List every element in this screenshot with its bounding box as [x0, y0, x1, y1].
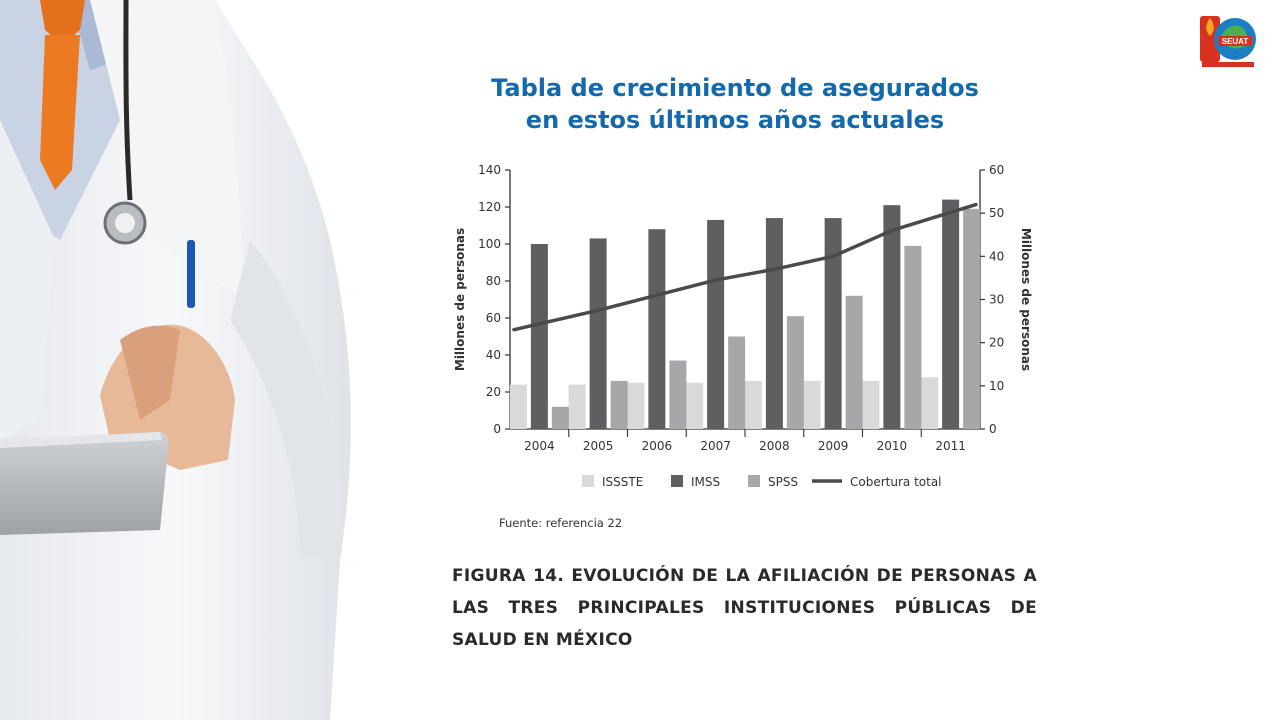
slide-title-line-1: Tabla de crecimiento de asegurados: [491, 74, 979, 102]
bar-spss-2008: [786, 316, 804, 429]
seuat-logo-icon: SEUAT: [1200, 16, 1256, 67]
legend-label: ISSSTE: [602, 475, 643, 489]
y-tick-label-left: 80: [486, 274, 501, 288]
y-tick-label-right: 40: [989, 249, 1004, 263]
y-tick-label-left: 20: [486, 385, 501, 399]
y-axis-label-left: Millones de personas: [453, 228, 467, 371]
legend-label: IMSS: [691, 475, 720, 489]
legend-swatch: [748, 475, 760, 487]
bar-imss-2011: [942, 199, 960, 429]
y-tick-label-right: 30: [989, 293, 1004, 307]
bar-imss-2006: [648, 229, 666, 429]
bar-imss-2008: [765, 218, 783, 429]
x-tick-label: 2007: [700, 439, 731, 453]
bar-issste-2004: [509, 384, 527, 429]
bar-issste-2005: [568, 384, 586, 429]
bar-spss-2010: [904, 245, 922, 429]
y-tick-label-left: 120: [478, 200, 501, 214]
slide-title-line-2: en estos últimos años actuales: [525, 106, 945, 134]
bar-spss-2006: [669, 360, 687, 429]
x-tick-label: 2011: [935, 439, 966, 453]
legend-swatch: [582, 475, 594, 487]
y-axis-label-right: Millones de personas: [1019, 228, 1033, 371]
bar-issste-2009: [803, 380, 821, 429]
x-tick-label: 2005: [583, 439, 614, 453]
legend-swatch: [671, 475, 683, 487]
y-tick-label-left: 0: [493, 422, 501, 436]
bar-issste-2006: [627, 382, 645, 429]
y-tick-label-right: 0: [989, 422, 997, 436]
y-tick-label-left: 60: [486, 311, 501, 325]
x-tick-label: 2008: [759, 439, 790, 453]
bar-spss-2011: [963, 208, 981, 429]
line-cobertura-total: [512, 202, 978, 332]
y-tick-label-right: 20: [989, 336, 1004, 350]
y-tick-label-right: 50: [989, 206, 1004, 220]
bar-imss-2004: [530, 244, 548, 429]
bar-imss-2010: [883, 205, 901, 429]
y-tick-label-left: 100: [478, 237, 501, 251]
x-tick-label: 2006: [642, 439, 673, 453]
bar-imss-2007: [707, 219, 725, 429]
legend-label: Cobertura total: [850, 475, 942, 489]
y-tick-label-left: 140: [478, 163, 501, 177]
bar-issste-2008: [744, 380, 762, 429]
x-tick-label: 2010: [877, 439, 908, 453]
figure-caption: Figura 14. Evolución de la afiliación de…: [452, 566, 1037, 650]
bar-issste-2010: [862, 380, 880, 429]
bar-imss-2005: [589, 238, 607, 429]
x-tick-label: 2009: [818, 439, 849, 453]
bar-issste-2011: [921, 377, 939, 429]
y-tick-label-left: 40: [486, 348, 501, 362]
bar-spss-2009: [845, 295, 863, 429]
bar-issste-2007: [686, 382, 704, 429]
bar-spss-2005: [610, 380, 628, 429]
logo-text: SEUAT: [1222, 37, 1249, 46]
affiliation-chart: 0 20 40 60 80 100 120 140 0 10 20 30 40 50 60 Millones …: [453, 163, 1033, 530]
bar-spss-2007: [728, 336, 746, 429]
bar-imss-2009: [824, 218, 842, 429]
source-note: Fuente: referencia 22: [499, 516, 622, 530]
y-tick-label-right: 10: [989, 379, 1004, 393]
x-tick-label: 2004: [524, 439, 555, 453]
bar-spss-2004: [551, 406, 569, 429]
doctor-photo: [0, 0, 380, 720]
y-tick-label-right: 60: [989, 163, 1004, 177]
legend-label: SPSS: [768, 475, 798, 489]
